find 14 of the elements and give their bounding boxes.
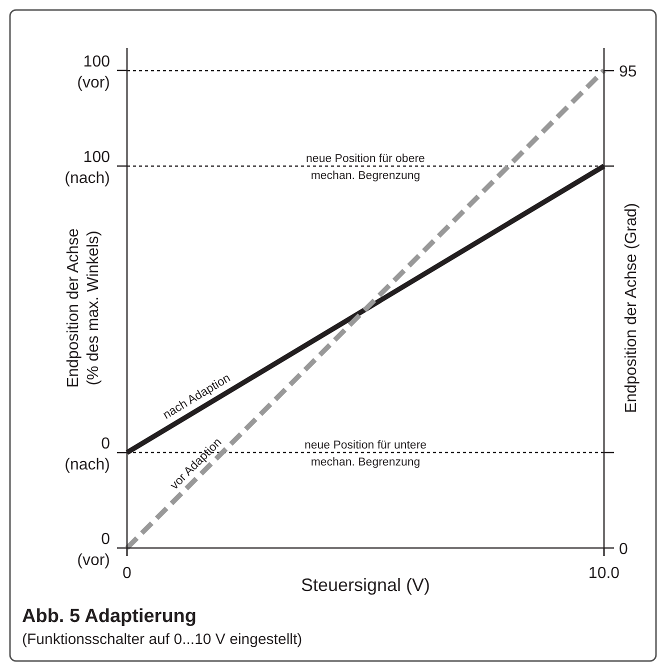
text: (Funktionsschalter auf 0...10 V eingestellt) [22,631,302,648]
y-axis-title: Endposition der Achse (% des max. Winkels) [65,228,102,388]
text: Abb. 5 Adaptierung [22,606,197,627]
y2-axis-title: Endposition der Achse (Grad) [623,203,640,413]
ref-line-label: neue Position für obere mechan. Begrenzung [306,153,425,182]
y3-tick-label: 0 (nach) [64,436,110,474]
y2-tick-label: 0 [619,541,628,558]
y-tick-label: 0 (vor) [77,531,110,569]
x-tick-label: 10.0 [588,565,620,582]
ref-line-label: neue Position für untere mechan. Begrenzung [304,440,427,469]
x-axis-title: Steuersignal (V) [300,575,430,595]
y3-tick-label: 100 (nach) [64,149,110,188]
y2-tick-label: 95 [619,64,637,81]
y-tick-label: 100 (vor) [77,53,110,92]
